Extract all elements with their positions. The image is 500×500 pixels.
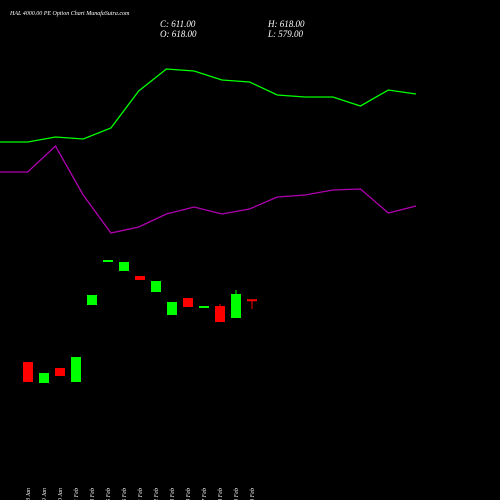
x-tick-label: 18 Feb xyxy=(218,488,224,500)
candle-body xyxy=(23,362,33,382)
indicator-line xyxy=(0,144,417,234)
x-tick-label: 20 Feb xyxy=(250,488,256,500)
candle-body xyxy=(87,295,97,305)
x-tick-label: 19 Feb xyxy=(234,488,240,500)
x-tick-label: 17 Feb xyxy=(202,488,208,500)
ohlc-close: C: 611.00 xyxy=(160,19,196,29)
chart-title: HAL 4000.00 PE Option Chart MunafaSutra.… xyxy=(9,10,130,17)
x-tick-label: 01 Feb xyxy=(74,488,80,500)
x-tick-label: 30 Jan xyxy=(58,488,64,500)
x-tick-label: 11 Feb xyxy=(138,488,144,500)
candle-body xyxy=(71,357,81,382)
candle-body xyxy=(167,302,177,315)
candle-body xyxy=(183,298,193,307)
x-tick-label: 29 Jan xyxy=(42,488,48,500)
x-tick-label: 06 Feb xyxy=(122,488,128,500)
ohlc-low: L: 579.00 xyxy=(267,29,304,39)
x-tick-label: 03 Feb xyxy=(90,488,96,500)
candle-body xyxy=(231,294,241,318)
candle-body xyxy=(199,306,209,308)
x-tick-label: 14 Feb xyxy=(185,488,192,500)
x-tick-label: 05 Feb xyxy=(106,488,112,500)
x-tick-label: 13 Feb xyxy=(170,488,176,500)
x-tick-label: 12 Feb xyxy=(154,488,160,500)
indicator-line xyxy=(0,68,417,143)
ohlc-high: H: 618.00 xyxy=(267,19,305,29)
candle-body xyxy=(103,260,113,262)
candle-body xyxy=(247,299,257,302)
candle-body xyxy=(135,276,145,280)
candle-body xyxy=(119,262,129,271)
candle-body xyxy=(55,368,65,376)
candle-body xyxy=(39,373,49,383)
ohlc-open: O: 618.00 xyxy=(160,29,197,39)
x-tick-label: 28 Jan xyxy=(26,488,32,500)
candle-body xyxy=(215,306,225,322)
candle-body xyxy=(151,281,161,292)
